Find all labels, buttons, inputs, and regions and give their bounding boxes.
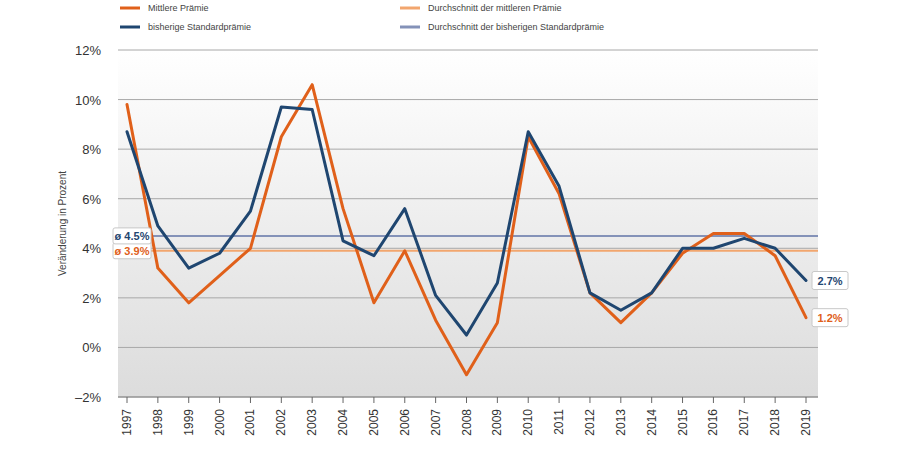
x-tick: [188, 397, 189, 403]
x-tick: [682, 397, 683, 403]
x-tick-label: 2002: [274, 409, 288, 436]
x-tick-label: 2001: [243, 409, 257, 436]
x-tick-label: 2007: [429, 409, 443, 436]
x-tick-label: 2017: [737, 409, 751, 436]
x-tick: [559, 397, 560, 403]
legend-swatch: [400, 26, 420, 29]
x-tick: [250, 397, 251, 403]
plot-background: [118, 50, 818, 397]
series-line: [127, 107, 806, 335]
legend-label: Durchschnitt der mittleren Prämie: [428, 3, 562, 13]
legend-label: bisherige Standardprämie: [148, 22, 251, 32]
grid-line: [118, 297, 818, 298]
x-tick: [312, 397, 313, 403]
average-label: ø 3.9%: [115, 245, 150, 257]
x-tick: [404, 397, 405, 403]
x-tick-label: 2012: [583, 409, 597, 436]
legend-swatch: [120, 7, 140, 10]
y-tick-label: 2%: [82, 291, 101, 306]
x-tick: [775, 397, 776, 403]
y-tick-label: –2%: [75, 390, 101, 405]
x-tick: [744, 397, 745, 403]
x-tick-label: 2019: [799, 409, 813, 436]
x-tick-label: 2010: [521, 409, 535, 436]
average-label: ø 4.5%: [115, 230, 150, 242]
y-tick-label: 12%: [75, 43, 101, 58]
grid-line: [118, 50, 818, 51]
x-tick-label: 2000: [213, 409, 227, 436]
end-label-box: [812, 272, 848, 290]
x-tick-label: 2003: [305, 409, 319, 436]
average-label-box: [113, 228, 151, 244]
x-tick-label: 2008: [460, 409, 474, 436]
x-tick-label: 2014: [645, 409, 659, 436]
series-line: [127, 85, 806, 375]
grid-line: [118, 347, 818, 348]
x-tick: [713, 397, 714, 403]
end-label: 2.7%: [817, 275, 842, 287]
x-tick: [127, 397, 128, 403]
chart: –2% 0% 2% 4% 6% 8% 10% 12% Veränderung in Prozen…: [0, 0, 900, 450]
x-tick: [281, 397, 282, 403]
x-tick-label: 1998: [151, 409, 165, 436]
x-tick: [219, 397, 220, 403]
legend-label: Mittlere Prämie: [148, 3, 209, 13]
y-tick-label: 4%: [82, 241, 101, 256]
grid-line: [118, 99, 818, 100]
x-tick: [466, 397, 467, 403]
x-tick-label: 2013: [614, 409, 628, 436]
legend-swatch: [120, 26, 140, 29]
x-tick: [343, 397, 344, 403]
x-tick: [651, 397, 652, 403]
y-axis-label: Veränderung in Prozent: [57, 171, 68, 276]
x-tick: [528, 397, 529, 403]
y-tick-label: 8%: [82, 142, 101, 157]
end-label: 1.2%: [817, 312, 842, 324]
legend-label: Durchschnitt der bisherigen Standardpräm…: [428, 22, 604, 32]
x-tick-label: 2009: [490, 409, 504, 436]
x-tick: [373, 397, 374, 403]
x-tick: [620, 397, 621, 403]
x-tick-label: 2011: [552, 409, 566, 435]
x-tick-label: 1999: [182, 409, 196, 436]
x-tick: [435, 397, 436, 403]
y-tick-label: 6%: [82, 192, 101, 207]
plot-area: [118, 85, 818, 375]
x-tick-label: 2004: [336, 409, 350, 436]
x-tick-label: 1997: [120, 409, 134, 436]
x-tick-label: 2015: [676, 409, 690, 436]
x-tick-label: 2006: [398, 409, 412, 436]
x-tick-label: 2016: [706, 409, 720, 436]
y-tick-label: 10%: [75, 93, 101, 108]
end-label-box: [812, 309, 848, 327]
x-tick: [589, 397, 590, 403]
x-tick: [497, 397, 498, 403]
x-tick-label: 2018: [768, 409, 782, 436]
grid-line: [118, 149, 818, 150]
grid-line: [118, 198, 818, 199]
y-tick-label: 0%: [82, 340, 101, 355]
x-tick: [806, 397, 807, 403]
x-tick: [157, 397, 158, 403]
x-tick-label: 2005: [367, 409, 381, 436]
average-label-box: [113, 243, 151, 259]
legend-swatch: [400, 7, 420, 10]
